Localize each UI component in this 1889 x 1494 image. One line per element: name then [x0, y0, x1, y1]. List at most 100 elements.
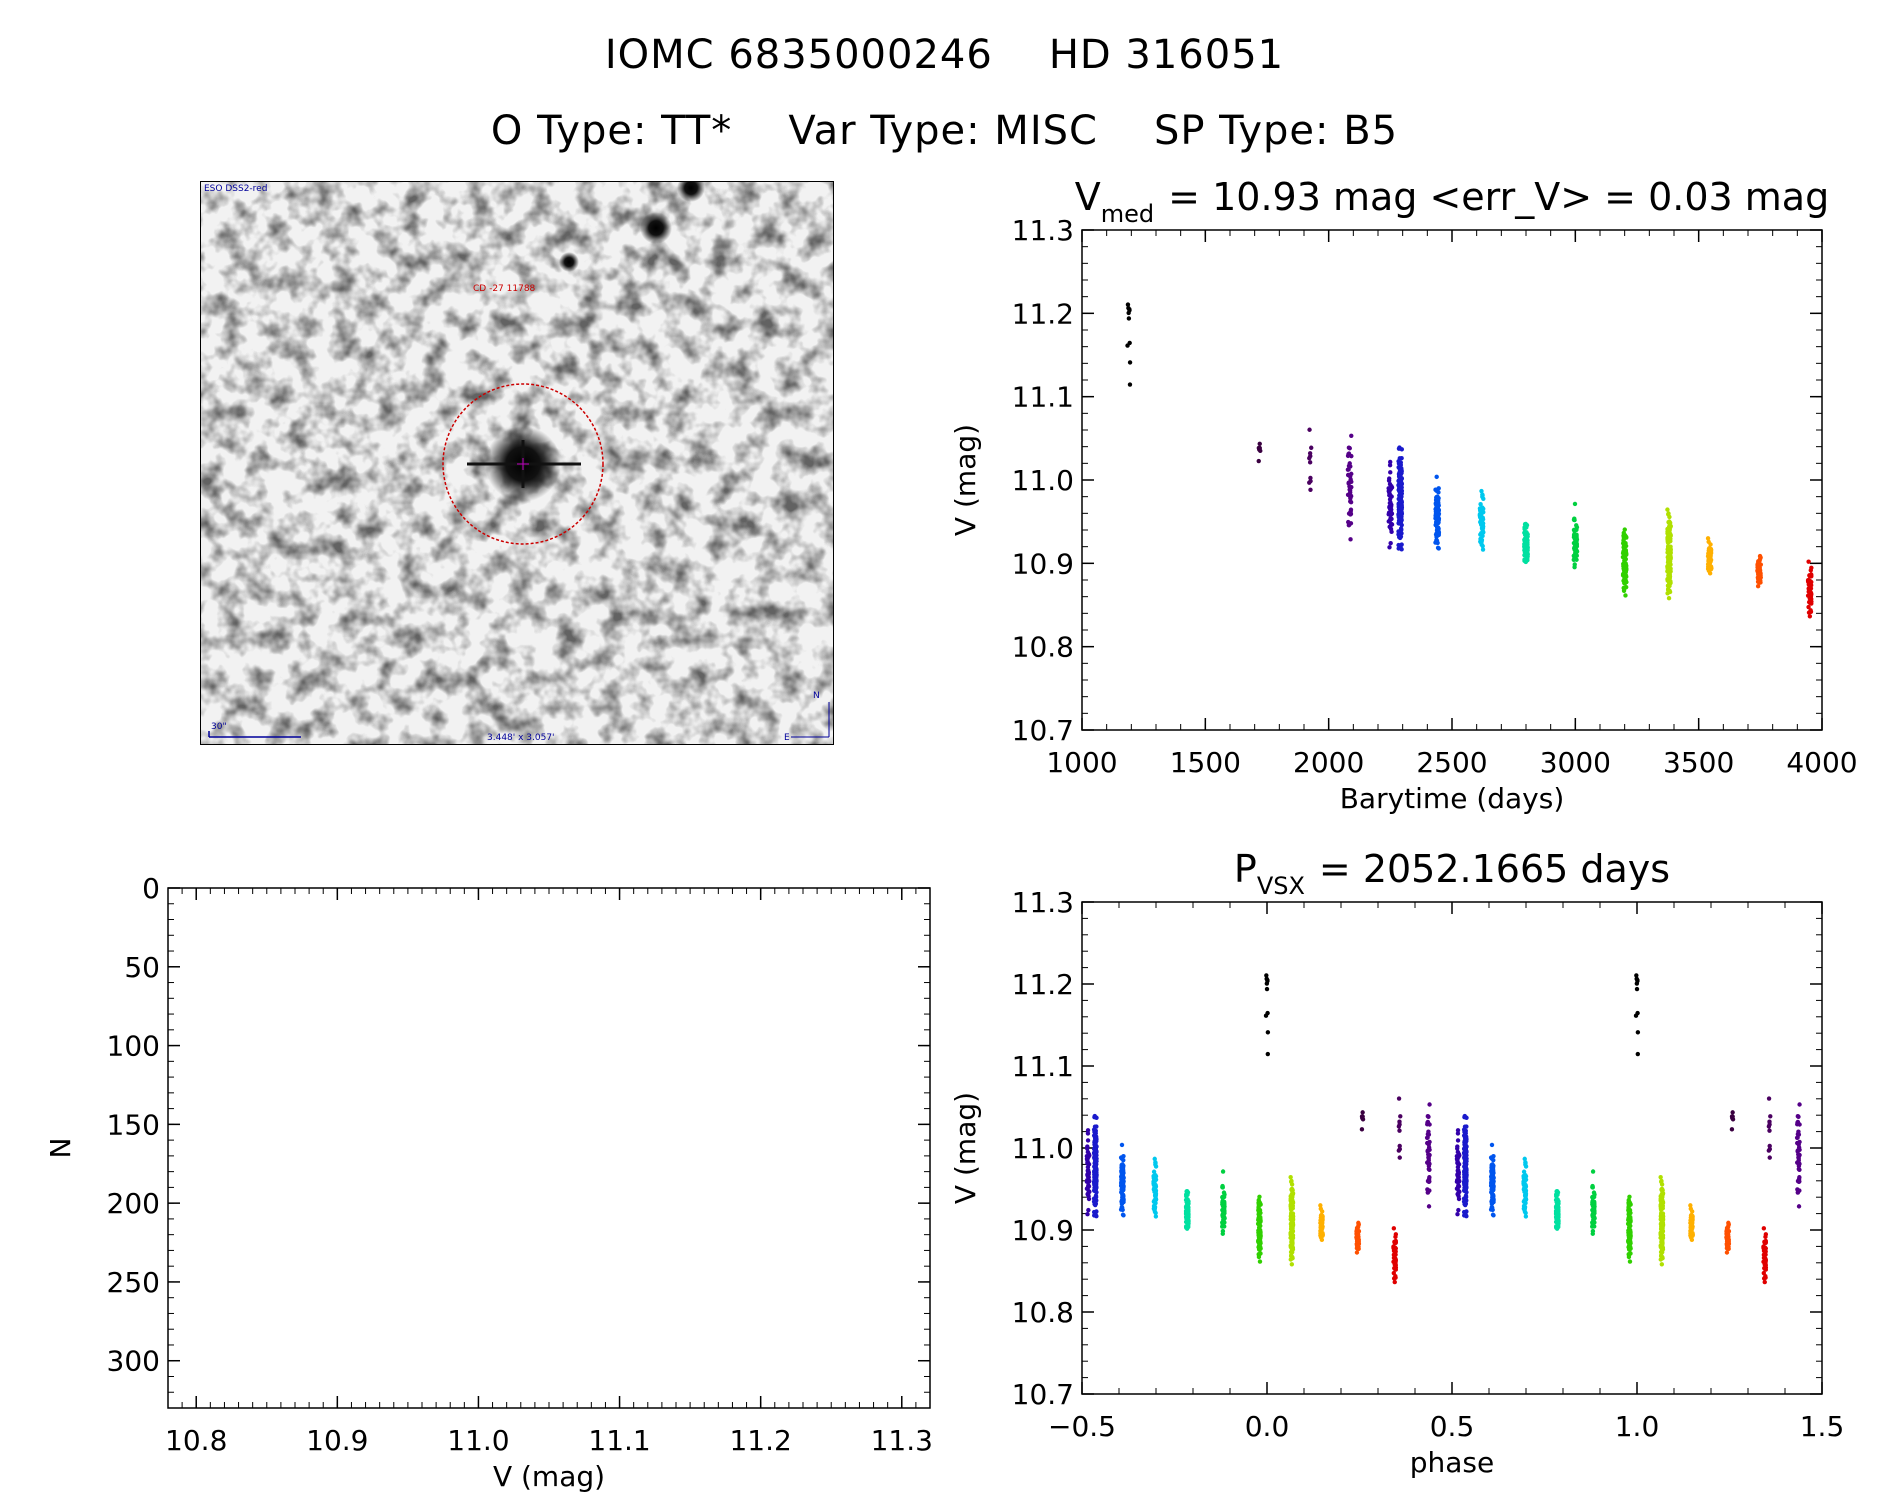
lightcurve-point [1125, 343, 1130, 348]
lightcurve-point [1388, 459, 1393, 465]
phased-point [1289, 1186, 1295, 1192]
phased-point [1258, 1216, 1263, 1222]
phased-point [1455, 1144, 1460, 1149]
phased-point [1290, 1238, 1295, 1243]
lightcurve-point [1574, 549, 1580, 554]
lightcurve-point [1666, 536, 1671, 541]
histogram-xtick-label: 11.0 [447, 1424, 509, 1457]
histogram-ytick-label: 300 [107, 1345, 160, 1378]
phased-point [1628, 1240, 1633, 1246]
phased-point [1392, 1239, 1397, 1245]
phased-point [1491, 1197, 1496, 1202]
phased-point [1318, 1206, 1323, 1212]
phased-point [1463, 1185, 1469, 1191]
phased-point [1767, 1128, 1772, 1133]
lightcurve-point [1257, 445, 1262, 451]
phased-point [1522, 1206, 1528, 1211]
phased-point [1290, 1245, 1295, 1250]
phased-point [1521, 1176, 1527, 1181]
phased-point [1462, 1155, 1468, 1161]
lightcurve-point [1436, 490, 1441, 495]
phased-point [1555, 1202, 1561, 1207]
lightcurve-point [1126, 310, 1131, 316]
phased-point [1093, 1136, 1099, 1141]
phased-point [1522, 1173, 1528, 1178]
phased-point [1634, 973, 1639, 978]
phased-point [1222, 1216, 1227, 1221]
lightcurve-point [1398, 526, 1404, 531]
lightcurve-point [1668, 561, 1673, 567]
phased-point [1092, 1213, 1097, 1218]
phased-point [1464, 1190, 1469, 1195]
lightcurve-xtick-label: 1000 [1046, 746, 1117, 779]
lightcurve-point [1479, 505, 1485, 511]
lightcurve-point [1758, 556, 1763, 561]
phased-point [1523, 1160, 1528, 1166]
phased-point [1257, 1194, 1262, 1200]
phased-point [1093, 1131, 1098, 1136]
phased-point [1425, 1122, 1430, 1127]
lightcurve-point [1397, 445, 1402, 450]
lightcurve-point [1386, 486, 1391, 491]
lightcurve-ytick-label: 11.1 [1012, 381, 1074, 414]
lightcurve-point [1808, 591, 1814, 596]
lightcurve-point [1478, 501, 1483, 507]
phased-point [1427, 1147, 1432, 1152]
phased-point [1522, 1189, 1527, 1195]
phased-point [1491, 1153, 1496, 1159]
phased-point [1258, 1229, 1263, 1235]
phased-point [1688, 1223, 1694, 1229]
lightcurve-point [1665, 544, 1671, 549]
lightcurve-point [1572, 501, 1578, 507]
phased-point [1185, 1205, 1190, 1211]
phased-point [1087, 1189, 1092, 1194]
phased-point [1391, 1245, 1396, 1250]
phased-point [1592, 1216, 1597, 1221]
phased-point [1319, 1217, 1325, 1223]
phased-point [1256, 1204, 1261, 1209]
phased-point [1724, 1228, 1729, 1233]
phased-point [1658, 1174, 1663, 1180]
phased-point [1121, 1213, 1126, 1218]
phased-point [1356, 1237, 1361, 1243]
phased-point [1258, 1240, 1263, 1246]
phased-point [1289, 1182, 1295, 1187]
lightcurve-point [1126, 305, 1131, 311]
phased-point [1185, 1197, 1190, 1202]
phased-point [1257, 1259, 1263, 1264]
lightcurve-point [1622, 533, 1628, 538]
phased-point [1761, 1245, 1766, 1250]
lightcurve-point [1434, 474, 1439, 480]
lightcurve-point [1398, 496, 1403, 501]
phased-ytick-label: 11.2 [1012, 968, 1074, 1001]
phased-point [1523, 1195, 1528, 1201]
histogram-xtick-label: 10.9 [306, 1424, 368, 1457]
phased-point [1462, 1213, 1467, 1218]
phased-ytick-label: 10.7 [1012, 1378, 1074, 1411]
phased-ytick-label: 11.1 [1012, 1050, 1074, 1083]
phased-point [1360, 1114, 1365, 1119]
lightcurve-point [1389, 494, 1394, 499]
phased-point [1628, 1216, 1633, 1222]
phased-point [1590, 1200, 1596, 1205]
phased-point [1397, 1122, 1402, 1127]
phased-frame [1081, 901, 1823, 1395]
lightcurve-point [1396, 546, 1401, 551]
phased-point [1590, 1183, 1595, 1189]
lightcurve-point [1573, 541, 1578, 546]
phased-point [1085, 1138, 1091, 1143]
lightcurve-ytick-label: 11.3 [1012, 214, 1074, 247]
lightcurve-point [1621, 588, 1627, 593]
lightcurve-point [1623, 593, 1628, 598]
phased-point [1221, 1208, 1226, 1213]
phased-point [1768, 1114, 1773, 1119]
lightcurve-point [1572, 562, 1577, 567]
lightcurve-point [1436, 526, 1441, 532]
phased-point [1635, 1030, 1641, 1035]
phased-point [1761, 1226, 1767, 1231]
lightcurve-point [1807, 573, 1812, 578]
phased-point [1660, 1245, 1665, 1250]
lightcurve-point [1524, 530, 1529, 535]
phased-point [1086, 1162, 1092, 1167]
lightcurve-point [1623, 549, 1629, 555]
